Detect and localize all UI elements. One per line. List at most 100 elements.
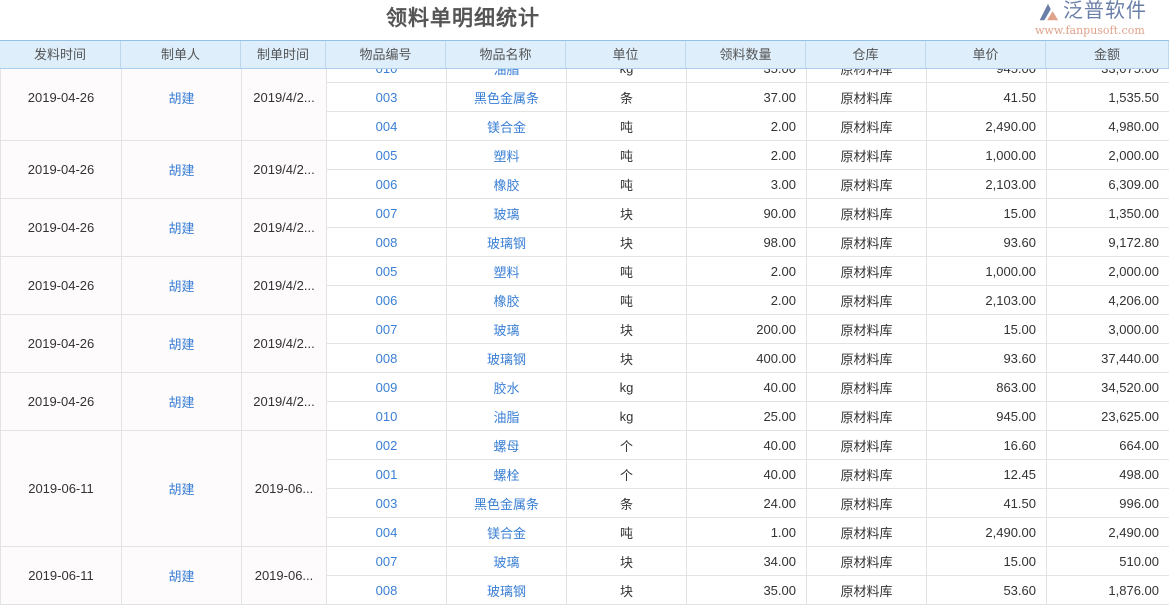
created-time-cell: 2019/4/2...	[241, 256, 327, 315]
creator-link[interactable]: 胡建	[121, 430, 242, 547]
column-header[interactable]: 制单人	[121, 41, 241, 68]
quantity-cell: 37.00	[686, 82, 807, 112]
warehouse-cell: 原材料库	[806, 401, 927, 431]
item-code-link[interactable]: 008	[326, 575, 447, 605]
item-code-link[interactable]: 003	[326, 488, 447, 518]
quantity-cell: 200.00	[686, 314, 807, 344]
column-header[interactable]: 领料数量	[686, 41, 806, 68]
item-code-link[interactable]: 005	[326, 140, 447, 170]
item-code-link[interactable]: 004	[326, 111, 447, 141]
item-code-link[interactable]: 002	[326, 430, 447, 460]
column-header[interactable]: 发料时间	[0, 41, 121, 68]
item-code-link[interactable]: 010	[326, 401, 447, 431]
item-name-link[interactable]: 塑料	[446, 256, 567, 286]
item-name-link[interactable]: 螺栓	[446, 459, 567, 489]
table-body[interactable]: 2019-04-26胡建2019/4/2...010油脂kg35.00原材料库9…	[0, 69, 1169, 607]
item-name-link[interactable]: 油脂	[446, 69, 567, 83]
item-name-link[interactable]: 玻璃钢	[446, 575, 567, 605]
item-name-link[interactable]: 塑料	[446, 140, 567, 170]
unit-cell: 条	[566, 488, 687, 518]
table-row[interactable]: 2019-04-26 胡建 2019/4/2... 007 玻璃块 200.00 原材料库 1…	[0, 314, 1169, 373]
issue-date-cell: 2019-06-11	[0, 430, 122, 547]
table-row[interactable]: 2019-04-26胡建2019/4/2...010油脂kg35.00原材料库9…	[0, 69, 1169, 141]
amount-cell: 1,876.00	[1046, 575, 1169, 605]
item-code-link[interactable]: 008	[326, 343, 447, 373]
warehouse-cell: 原材料库	[806, 517, 927, 547]
item-code-link[interactable]: 001	[326, 459, 447, 489]
item-name-link[interactable]: 油脂	[446, 401, 567, 431]
creator-link[interactable]: 胡建	[121, 140, 242, 199]
item-name-link[interactable]: 玻璃	[446, 198, 567, 228]
creator-link[interactable]: 胡建	[121, 314, 242, 373]
creator-link[interactable]: 胡建	[121, 198, 242, 257]
warehouse-cell: 原材料库	[806, 430, 927, 460]
item-name-link[interactable]: 镁合金	[446, 111, 567, 141]
creator-link[interactable]: 胡建	[121, 372, 242, 431]
created-time-cell: 2019-06...	[241, 430, 327, 547]
column-header[interactable]: 仓库	[806, 41, 926, 68]
item-name-link[interactable]: 胶水	[446, 372, 567, 402]
table-row[interactable]: 004 镁合金吨 1.00 原材料库 2,490.00 2,490.00	[1, 517, 1169, 547]
item-code-link[interactable]: 004	[326, 517, 447, 547]
item-code-link[interactable]: 007	[326, 314, 447, 344]
unit-cell: 吨	[566, 285, 687, 315]
issue-date-cell: 2019-04-26	[0, 372, 122, 431]
amount-cell: 34,520.00	[1046, 372, 1169, 402]
item-name-link[interactable]: 镁合金	[446, 517, 567, 547]
column-header[interactable]: 金额	[1046, 41, 1169, 68]
creator-link[interactable]: 胡建	[121, 546, 242, 605]
created-time-cell: 2019/4/2...	[241, 69, 327, 141]
item-name-link[interactable]: 玻璃钢	[446, 227, 567, 257]
creator-link[interactable]: 胡建	[121, 69, 242, 141]
table-row[interactable]: 2019-04-26 胡建 2019/4/2... 005 塑料吨 2.00 原材料库 1,0…	[0, 256, 1169, 315]
item-name-link[interactable]: 黑色金属条	[446, 488, 567, 518]
item-name-link[interactable]: 玻璃钢	[446, 343, 567, 373]
amount-cell: 1,350.00	[1046, 198, 1169, 228]
table-row[interactable]: 2019-04-26 胡建 2019/4/2... 007 玻璃块 90.00 原材料库 15…	[0, 198, 1169, 257]
created-time-cell: 2019/4/2...	[241, 372, 327, 431]
column-header[interactable]: 物品编号	[326, 41, 446, 68]
item-name-link[interactable]: 黑色金属条	[446, 82, 567, 112]
item-code-link[interactable]: 010	[326, 69, 447, 83]
table-row[interactable]: 010 油脂 kg 25.00 原材料库 945.00 23,625.00	[1, 401, 1169, 431]
item-code-link[interactable]: 003	[326, 82, 447, 112]
item-code-link[interactable]: 007	[326, 198, 447, 228]
item-name-link[interactable]: 橡胶	[446, 169, 567, 199]
unit-cell: 块	[566, 314, 687, 344]
quantity-cell: 35.00	[686, 575, 807, 605]
table-row[interactable]: 2019-06-11 胡建 2019-06... 007 玻璃块 34.00 原材料库 15.…	[0, 546, 1169, 605]
table-row[interactable]: 006 橡胶吨 2.00 原材料库 2,103.00 4,206.00	[1, 285, 1169, 315]
quantity-cell: 40.00	[686, 459, 807, 489]
table-row[interactable]: 2019-06-11 胡建 2019-06... 002 螺母个 40.00 原材料库 16.…	[0, 430, 1169, 547]
item-code-link[interactable]: 006	[326, 169, 447, 199]
table-row[interactable]: 008 玻璃钢块 35.00 原材料库 53.60 1,876.00	[1, 575, 1169, 605]
column-header[interactable]: 制单时间	[241, 41, 326, 68]
column-header[interactable]: 单价	[926, 41, 1046, 68]
page-title: 领料单明细统计	[386, 7, 540, 30]
item-code-link[interactable]: 006	[326, 285, 447, 315]
item-code-link[interactable]: 007	[326, 546, 447, 576]
table-row[interactable]: 008 玻璃钢块 400.00 原材料库 93.60 37,440.00	[1, 343, 1169, 373]
item-code-link[interactable]: 008	[326, 227, 447, 257]
item-name-link[interactable]: 橡胶	[446, 285, 567, 315]
item-name-link[interactable]: 螺母	[446, 430, 567, 460]
item-name-link[interactable]: 玻璃	[446, 314, 567, 344]
item-name-link[interactable]: 玻璃	[446, 546, 567, 576]
item-code-link[interactable]: 009	[326, 372, 447, 402]
quantity-cell: 2.00	[686, 111, 807, 141]
column-header[interactable]: 单位	[566, 41, 686, 68]
table-row[interactable]: 008 玻璃钢块 98.00 原材料库 93.60 9,172.80	[1, 227, 1169, 257]
warehouse-cell: 原材料库	[806, 314, 927, 344]
unit-price-cell: 16.60	[926, 430, 1047, 460]
column-header[interactable]: 物品名称	[446, 41, 566, 68]
unit-price-cell: 15.00	[926, 198, 1047, 228]
unit-cell: 块	[566, 198, 687, 228]
table-row[interactable]: 2019-04-26 胡建 2019/4/2... 005 塑料吨 2.00 原材料库 1,0…	[0, 140, 1169, 199]
table-row[interactable]: 004 镁合金吨 2.00 原材料库 2,490.00 4,980.00	[1, 111, 1169, 141]
item-code-link[interactable]: 005	[326, 256, 447, 286]
unit-cell: 吨	[566, 169, 687, 199]
amount-cell: 2,000.00	[1046, 140, 1169, 170]
creator-link[interactable]: 胡建	[121, 256, 242, 315]
table-row[interactable]: 2019-04-26 胡建 2019/4/2... 009 胶水 kg 40.00 原材料库 8…	[0, 372, 1169, 431]
amount-cell: 4,980.00	[1046, 111, 1169, 141]
